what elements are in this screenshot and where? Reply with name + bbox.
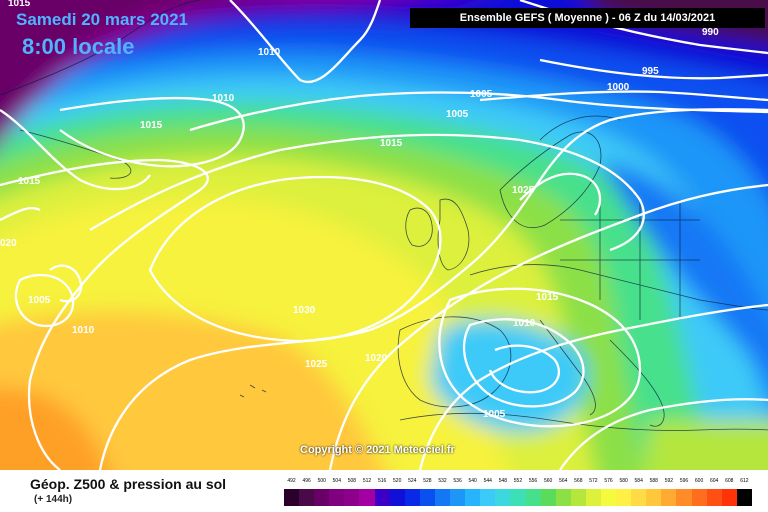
legend-swatch: [284, 489, 300, 506]
isobar-label: 1015: [140, 120, 163, 131]
legend-swatch: [314, 489, 330, 506]
isobar-label: 1005: [28, 295, 51, 306]
legend-value: 588: [649, 478, 658, 484]
legend-swatch: [600, 489, 617, 506]
isobar-label: 1015: [380, 138, 403, 149]
legend-value: 580: [619, 478, 628, 484]
isobar-label: 1015: [536, 292, 559, 303]
legend-swatch: [299, 489, 315, 506]
isobar-label: 1030: [293, 305, 316, 316]
isobar-label: 1005: [483, 409, 506, 420]
isobar-lines: [0, 0, 768, 470]
isobar-label: 995: [642, 66, 659, 77]
legend-swatch: [329, 489, 345, 506]
legend-value: 584: [634, 478, 643, 484]
isobar-label: 1025: [305, 359, 328, 370]
legend-swatch: [389, 489, 405, 506]
legend-value: 608: [725, 478, 734, 484]
legend-swatch: [344, 489, 360, 506]
legend-value: 576: [604, 478, 613, 484]
legend-value: 532: [438, 478, 447, 484]
model-run-banner: Ensemble GEFS ( Moyenne ) - 06 Z du 14/0…: [410, 8, 765, 28]
legend-value: 612: [740, 478, 749, 484]
legend-swatch: [646, 489, 662, 506]
forecast-map: 1015 990 995 1000 1005 1010 1010 1015 10…: [0, 0, 768, 470]
legend-value: 512: [362, 478, 372, 484]
legend-value: 516: [377, 478, 387, 484]
legend-value: 564: [559, 478, 568, 484]
legend-swatch: [480, 489, 496, 506]
legend-value: 572: [589, 478, 598, 484]
legend-swatch: [419, 489, 435, 506]
legend-swatch: [465, 489, 481, 506]
isobar-label: 1010: [212, 93, 235, 104]
legend-color-bar: [284, 489, 752, 506]
isobar-label: 990: [702, 27, 719, 38]
legend-swatch: [510, 489, 526, 506]
legend-value: 592: [664, 478, 674, 484]
isobar-label: 1015: [18, 176, 41, 187]
legend-swatch: [570, 489, 586, 506]
legend-swatch: [691, 489, 707, 506]
isobar-label: 1015: [8, 0, 31, 9]
legend-value: 492: [287, 478, 296, 484]
legend-value: 536: [453, 478, 462, 484]
legend-swatch: [661, 489, 677, 506]
legend-swatch: [434, 489, 451, 506]
isobar-label: 1005: [470, 89, 493, 100]
legend-value: 556: [528, 478, 538, 484]
legend-value: 496: [302, 478, 311, 484]
legend-swatch: [374, 489, 390, 506]
legend-value: 504: [332, 478, 341, 484]
isobar-label: 020: [0, 238, 17, 249]
legend-swatch: [676, 489, 692, 506]
legend-swatch: [631, 489, 647, 506]
isobar-label: 1020: [365, 353, 388, 364]
legend-swatch: [616, 489, 632, 506]
copyright-notice: Copyright © 2021 Meteociel.fr: [300, 444, 455, 456]
legend-value: 560: [543, 478, 553, 484]
legend-swatch: [525, 489, 541, 506]
isobar-label: 1010: [513, 318, 536, 329]
legend-value: 568: [574, 478, 583, 484]
legend-value: 540: [468, 478, 477, 484]
isobar-label: 1010: [72, 325, 95, 336]
legend-swatch: [721, 489, 737, 506]
forecast-time: 8:00 locale: [22, 34, 135, 59]
map-title: Géop. Z500 & pression au sol: [30, 476, 227, 492]
isobar-label: 1010: [258, 47, 281, 58]
legend-swatch: [555, 489, 571, 506]
color-legend: 492 496 500 504 508 512 516 520 524 528 532 536 540 5…: [284, 475, 752, 506]
legend-swatch: [585, 489, 601, 506]
isobar-label: 1025: [512, 185, 535, 196]
legend-value: 520: [393, 478, 402, 484]
legend-value: 552: [513, 478, 523, 484]
legend-swatch: [404, 489, 420, 506]
legend-swatch: [706, 489, 722, 506]
legend-swatch: [540, 489, 556, 506]
forecast-date: Samedi 20 mars 2021: [16, 10, 189, 29]
legend-value: 604: [710, 478, 719, 484]
legend-value: 544: [483, 478, 492, 484]
legend-value: 596: [679, 478, 689, 484]
legend-labels: 492 496 500 504 508 512 516 520 524 528 532 536 540 5…: [284, 475, 752, 487]
legend-value: 548: [498, 478, 508, 484]
legend-swatch: [450, 489, 466, 506]
isobar-label: 1000: [607, 82, 630, 93]
legend-value: 508: [347, 478, 357, 484]
isobar-label: 1005: [446, 109, 469, 120]
legend-swatch: [495, 489, 511, 506]
legend-value: 528: [423, 478, 432, 484]
legend-value: 500: [317, 478, 326, 484]
legend-value: 524: [408, 478, 417, 484]
legend-swatch: [736, 489, 752, 506]
legend-value: 600: [694, 478, 704, 484]
legend-swatch: [359, 489, 375, 506]
forecast-range: (+ 144h): [34, 494, 73, 505]
footer-bar: Géop. Z500 & pression au sol (+ 144h) 49…: [0, 470, 768, 512]
